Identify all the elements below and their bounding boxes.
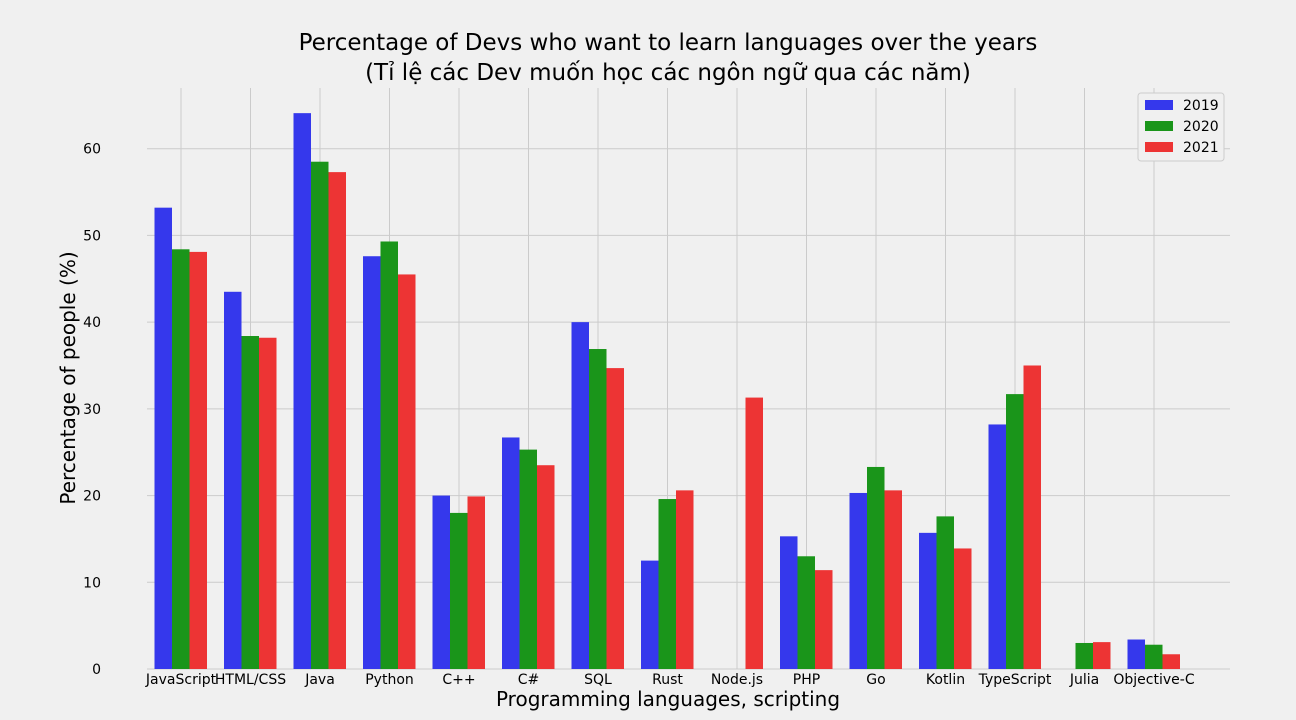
bar-2020-rust (658, 499, 676, 669)
legend-swatch-2020 (1145, 121, 1173, 131)
legend-swatch-2019 (1145, 100, 1173, 110)
y-tick-label: 40 (83, 315, 101, 331)
x-tick-label: TypeScript (978, 672, 1052, 688)
x-tick-label: Java (304, 672, 335, 688)
x-tick-label: JavaScript (145, 672, 217, 688)
bar-2020-javascript (172, 249, 190, 669)
bar-2020-java (311, 161, 329, 669)
bar-2019-php (780, 536, 798, 669)
legend-label-2021: 2021 (1183, 140, 1219, 156)
chart-title: Percentage of Devs who want to learn lan… (299, 30, 1038, 56)
bar-2020-c- (450, 512, 468, 669)
bar-2021-typescript (1023, 365, 1041, 669)
bar-2021-python (398, 274, 416, 669)
y-tick-label: 50 (83, 228, 101, 244)
x-tick-label: Kotlin (926, 672, 965, 688)
bar-2019-typescript (988, 424, 1006, 669)
bars-group (154, 113, 1180, 670)
bar-2019-kotlin (919, 532, 937, 669)
y-tick-label: 0 (92, 662, 101, 678)
y-tick-labels: 0 10 20 30 40 50 60 (83, 142, 101, 678)
x-tick-label: Objective-C (1113, 672, 1194, 688)
x-tick-label: Node.js (711, 672, 763, 688)
bar-2019-javascript (154, 207, 172, 670)
bar-2019-objective-c (1127, 639, 1145, 669)
bar-2021-java (328, 172, 346, 669)
y-tick-label: 10 (83, 575, 101, 591)
legend-swatch-2021 (1145, 142, 1173, 152)
x-axis-label: Programming languages, scripting (496, 687, 840, 711)
x-tick-label: C# (518, 672, 540, 688)
bar-2021-rust (676, 490, 694, 669)
bar-2019-python (363, 256, 381, 669)
bar-2021-c- (467, 496, 485, 669)
bar-2021-julia (1093, 642, 1111, 669)
bar-2020-go (867, 466, 885, 669)
bar-2019-sql (571, 322, 589, 669)
bar-2019-c- (502, 437, 520, 669)
bar-2020-objective-c (1145, 644, 1163, 669)
y-tick-label: 60 (83, 142, 101, 158)
bar-2020-php (797, 556, 815, 669)
bar-2019-go (849, 492, 867, 669)
x-tick-label: Rust (652, 672, 683, 688)
bar-2019-java (293, 113, 311, 669)
bar-2021-node-js (745, 397, 763, 669)
bar-2020-html-css (241, 336, 259, 669)
legend-label-2020: 2020 (1183, 119, 1219, 135)
legend-label-2019: 2019 (1183, 98, 1219, 114)
bar-2020-c- (519, 449, 537, 669)
bar-2020-sql (589, 349, 607, 669)
legend: 2019 2020 2021 (1137, 92, 1225, 162)
bar-2020-julia (1075, 642, 1093, 669)
bar-2019-c- (432, 495, 450, 669)
x-tick-label: Python (365, 672, 414, 688)
bar-2021-kotlin (954, 548, 972, 669)
bar-2021-html-css (259, 337, 277, 669)
bar-2020-kotlin (936, 516, 954, 669)
bar-2019-rust (641, 560, 659, 669)
chart-subtitle: (Tỉ lệ các Dev muốn học các ngôn ngữ qua… (365, 60, 971, 86)
y-tick-label: 30 (83, 402, 101, 418)
x-tick-label: C++ (442, 672, 475, 688)
bar-2019-html-css (224, 291, 242, 669)
bar-2021-objective-c (1162, 654, 1180, 669)
x-tick-label: PHP (793, 672, 820, 688)
bar-2021-c- (537, 465, 555, 669)
bar-2021-javascript (189, 251, 207, 669)
bar-2021-php (815, 570, 833, 669)
y-tick-label: 20 (83, 489, 101, 505)
x-tick-label: HTML/CSS (215, 672, 286, 688)
x-tick-label: Go (866, 672, 885, 688)
bar-2020-typescript (1006, 394, 1024, 669)
y-axis-label: Percentage of people (%) (56, 251, 80, 504)
bar-2021-sql (606, 368, 624, 669)
x-tick-label: Julia (1069, 672, 1099, 688)
bar-2020-python (380, 241, 398, 670)
x-tick-label: SQL (584, 672, 612, 688)
bar-2021-go (884, 490, 902, 669)
